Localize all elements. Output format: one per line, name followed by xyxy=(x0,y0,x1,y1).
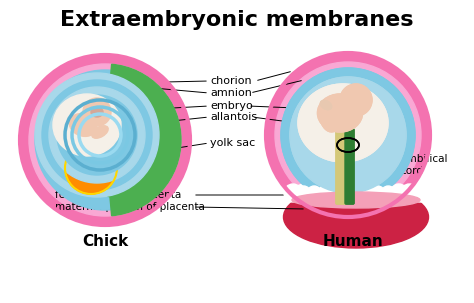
FancyBboxPatch shape xyxy=(336,129,346,204)
Circle shape xyxy=(392,186,406,200)
Circle shape xyxy=(275,62,421,208)
Circle shape xyxy=(337,184,355,202)
Circle shape xyxy=(35,73,159,197)
Circle shape xyxy=(297,186,310,200)
Ellipse shape xyxy=(320,102,340,132)
Circle shape xyxy=(42,80,152,190)
Circle shape xyxy=(371,186,385,200)
Text: umbilical
cord: umbilical cord xyxy=(400,154,447,176)
Circle shape xyxy=(35,70,175,210)
Ellipse shape xyxy=(91,107,103,117)
Text: Chick: Chick xyxy=(82,234,128,248)
Text: embryo: embryo xyxy=(210,101,253,111)
Text: maternal portion of placenta: maternal portion of placenta xyxy=(55,202,205,212)
Circle shape xyxy=(65,142,117,194)
Circle shape xyxy=(360,186,374,200)
Circle shape xyxy=(347,184,365,202)
Ellipse shape xyxy=(320,100,332,110)
Circle shape xyxy=(20,55,190,225)
Ellipse shape xyxy=(97,167,134,197)
Ellipse shape xyxy=(53,94,121,156)
FancyBboxPatch shape xyxy=(345,129,354,204)
Circle shape xyxy=(318,186,332,200)
Text: fetal portion of placenta: fetal portion of placenta xyxy=(55,190,181,200)
Circle shape xyxy=(413,186,427,200)
Ellipse shape xyxy=(292,192,420,208)
Circle shape xyxy=(340,84,372,116)
Circle shape xyxy=(369,184,387,202)
Circle shape xyxy=(328,186,342,200)
Text: yolk sac: yolk sac xyxy=(210,138,255,148)
Circle shape xyxy=(340,84,372,116)
Circle shape xyxy=(284,184,302,202)
Circle shape xyxy=(286,186,300,200)
Circle shape xyxy=(411,184,429,202)
Ellipse shape xyxy=(318,94,363,132)
Circle shape xyxy=(281,68,415,202)
Circle shape xyxy=(290,77,406,193)
Circle shape xyxy=(294,184,312,202)
Ellipse shape xyxy=(92,126,108,138)
Circle shape xyxy=(349,186,364,200)
Circle shape xyxy=(390,184,408,202)
Ellipse shape xyxy=(298,84,388,162)
Text: Human: Human xyxy=(323,234,383,248)
Circle shape xyxy=(49,87,145,183)
Ellipse shape xyxy=(298,84,388,162)
Wedge shape xyxy=(105,64,181,216)
FancyBboxPatch shape xyxy=(345,129,354,204)
Circle shape xyxy=(326,184,344,202)
Ellipse shape xyxy=(320,100,332,110)
Circle shape xyxy=(316,184,334,202)
Circle shape xyxy=(305,184,323,202)
Text: Extraembryonic membranes: Extraembryonic membranes xyxy=(60,10,414,30)
Ellipse shape xyxy=(69,114,97,136)
Circle shape xyxy=(358,184,376,202)
Ellipse shape xyxy=(318,94,363,132)
Circle shape xyxy=(281,68,415,202)
Text: chorion: chorion xyxy=(210,76,252,86)
Circle shape xyxy=(379,184,397,202)
Circle shape xyxy=(307,186,321,200)
Circle shape xyxy=(290,77,406,193)
Circle shape xyxy=(339,186,353,200)
Text: allantois: allantois xyxy=(210,112,257,122)
Ellipse shape xyxy=(283,186,428,248)
Ellipse shape xyxy=(43,87,143,177)
Text: amnion: amnion xyxy=(210,88,252,98)
Circle shape xyxy=(381,186,395,200)
Circle shape xyxy=(29,64,181,216)
Ellipse shape xyxy=(84,136,98,160)
Ellipse shape xyxy=(320,102,340,132)
Circle shape xyxy=(266,53,430,217)
Circle shape xyxy=(402,186,417,200)
Circle shape xyxy=(401,184,419,202)
Circle shape xyxy=(57,95,137,175)
Circle shape xyxy=(83,98,111,126)
FancyBboxPatch shape xyxy=(336,129,346,204)
